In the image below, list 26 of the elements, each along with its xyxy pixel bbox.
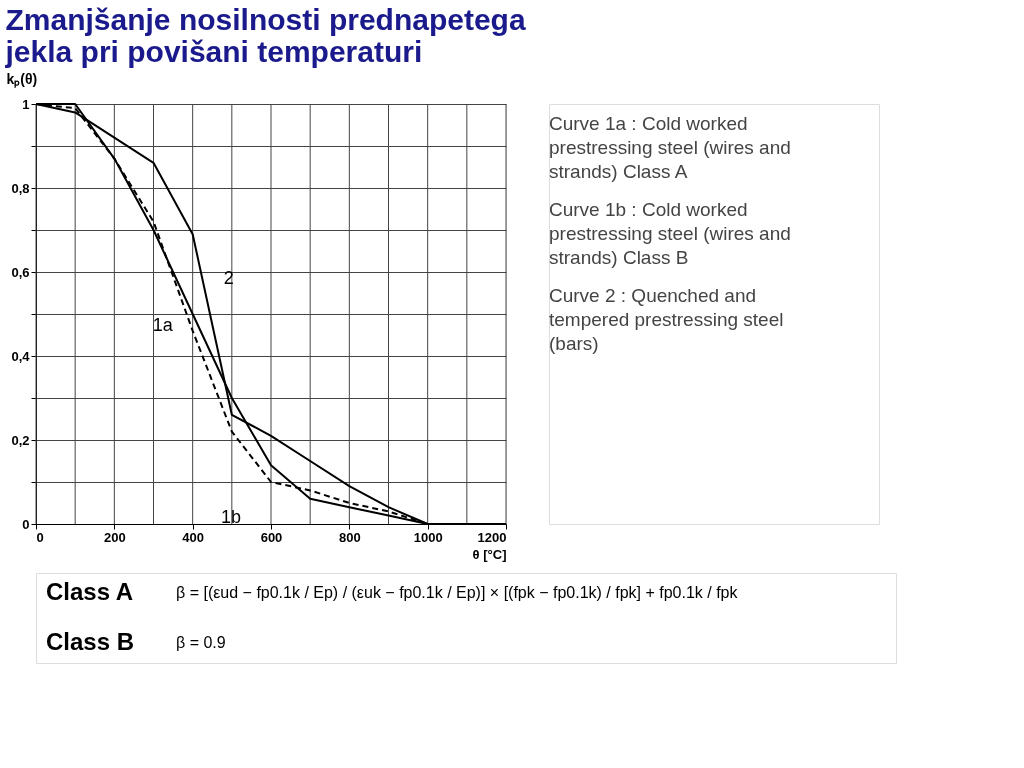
text: Curve 1a : Cold worked prestressing steel (wires and strands) Class A [549, 113, 791, 182]
x-tick-label: 400 [182, 529, 205, 545]
text: Class A [46, 578, 134, 605]
x-tick-label: 1200 [477, 529, 507, 545]
text: Class B [46, 628, 135, 655]
x-tick-label: 1000 [413, 529, 443, 545]
text: Curve 2 : Quenched and tempered prestressing steel (bars) [549, 285, 784, 354]
chart-title: Zmanjšanje nosilnosti prednapetega jekla pri povišani temperaturi [4, 2, 526, 68]
y-tick-label: 0,8 [11, 180, 30, 196]
x-tick-label: 800 [338, 529, 361, 545]
x-tick-label: 0 [36, 529, 44, 545]
x-axis-title: θ [°C] [472, 546, 507, 562]
x-tick-label: 600 [260, 529, 283, 545]
text: β = 0.9 [176, 634, 226, 651]
text: β = [(εud − fp0.1k / Ep) / (εuk − fp0.1k / Ep)] × [(fpk − fp0.1k) / fpk] + fp0.1k / fpk [176, 584, 739, 601]
y-axis-title: kₚ(θ) [6, 70, 38, 88]
series-label: 1a [152, 315, 174, 335]
y-tick-label: 0,6 [11, 264, 30, 280]
series-label: 2 [223, 268, 234, 289]
x-tick-label: 200 [103, 529, 126, 545]
y-tick-label: 0,2 [11, 432, 30, 448]
y-tick-label: 0,4 [11, 348, 31, 364]
text: 1b [220, 507, 242, 527]
y-tick-label: 0 [22, 516, 30, 532]
y-tick-label: 1 [22, 96, 30, 112]
text: Curve 1b : Cold worked prestressing steel (wires and strands) Class B [549, 199, 791, 268]
